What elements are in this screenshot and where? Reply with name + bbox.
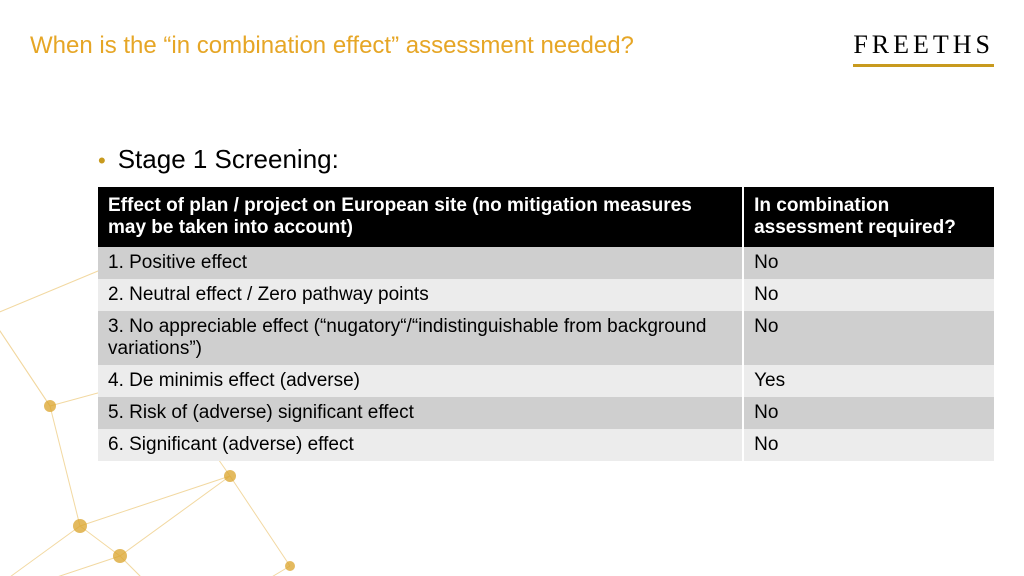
table-cell: 2. Neutral effect / Zero pathway points [98, 279, 743, 311]
table-cell: 4. De minimis effect (adverse) [98, 365, 743, 397]
table-row: 3. No appreciable effect (“nugatory“/“in… [98, 311, 994, 365]
table-row: 4. De minimis effect (adverse) Yes [98, 365, 994, 397]
table-cell: No [743, 311, 994, 365]
bullet-row: • Stage 1 Screening: [98, 144, 994, 175]
table-cell: No [743, 247, 994, 279]
logo: FREETHS [853, 30, 994, 67]
table-cell: No [743, 397, 994, 429]
table-header-cell: In combination assessment required? [743, 187, 994, 247]
screening-table: Effect of plan / project on European sit… [98, 187, 994, 461]
slide: When is the “in combination effect” asse… [0, 0, 1024, 576]
table-row: 1. Positive effect No [98, 247, 994, 279]
bullet-icon: • [98, 150, 106, 172]
table-body: 1. Positive effect No 2. Neutral effect … [98, 247, 994, 461]
slide-title: When is the “in combination effect” asse… [30, 32, 634, 60]
table-cell: 5. Risk of (adverse) significant effect [98, 397, 743, 429]
table-cell: No [743, 279, 994, 311]
bullet-label: Stage 1 Screening: [118, 144, 339, 175]
logo-underline [853, 64, 994, 67]
table-cell: 1. Positive effect [98, 247, 743, 279]
table-row: 5. Risk of (adverse) significant effect … [98, 397, 994, 429]
table-header: Effect of plan / project on European sit… [98, 187, 994, 247]
logo-wordmark: FREETHS [853, 30, 994, 60]
table-row: 2. Neutral effect / Zero pathway points … [98, 279, 994, 311]
content-area: • Stage 1 Screening: Effect of plan / pr… [98, 144, 994, 461]
table-header-cell: Effect of plan / project on European sit… [98, 187, 743, 247]
table-cell: No [743, 429, 994, 461]
table-cell: 3. No appreciable effect (“nugatory“/“in… [98, 311, 743, 365]
table-row: 6. Significant (adverse) effect No [98, 429, 994, 461]
table-cell: Yes [743, 365, 994, 397]
table-cell: 6. Significant (adverse) effect [98, 429, 743, 461]
